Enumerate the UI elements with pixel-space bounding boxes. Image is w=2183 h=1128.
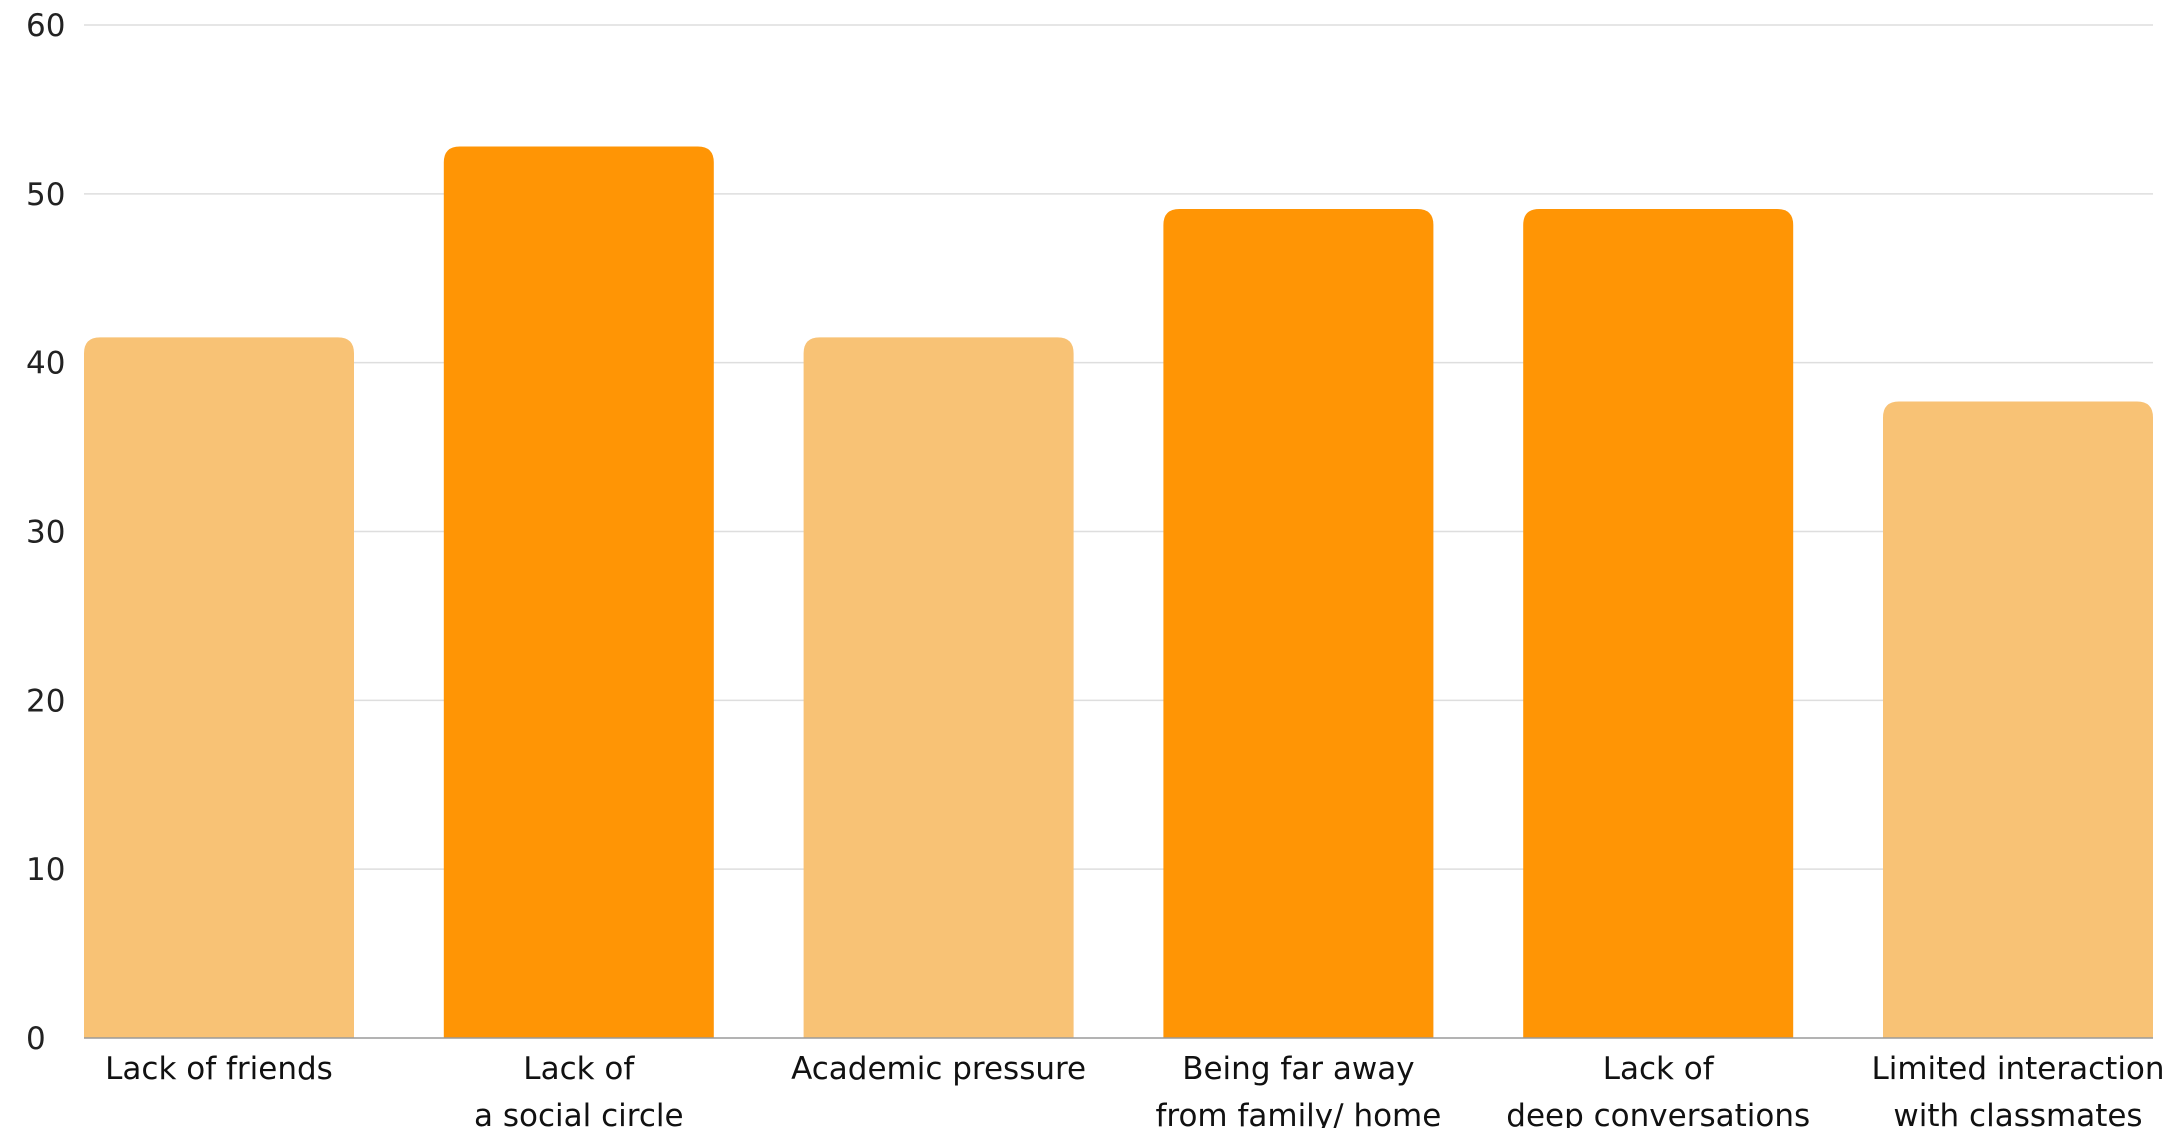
x-category-label: Being far away from family/ home <box>1155 1051 1441 1128</box>
y-tick-label: 30 <box>26 515 65 551</box>
x-category-label-line: with classmates <box>1893 1098 2142 1128</box>
x-category-label: Academic pressure <box>791 1051 1086 1087</box>
x-category-label: Lack of deep conversations <box>1506 1051 1810 1128</box>
x-category-label: Lack of a social circle <box>474 1051 684 1128</box>
bar-0 <box>84 337 354 1038</box>
x-category-label-line: Lack of <box>1603 1051 1715 1087</box>
x-axis-labels: Lack of friends Lack of a social circle Aca… <box>105 1051 2164 1128</box>
bar-2 <box>804 337 1074 1038</box>
y-tick-label: 40 <box>26 346 65 382</box>
y-tick-label: 10 <box>26 852 65 888</box>
y-tick-label: 50 <box>26 177 65 213</box>
bar-5 <box>1883 401 2153 1038</box>
x-category-label-line: Limited interaction <box>1871 1051 2164 1087</box>
bars <box>84 147 2153 1038</box>
bar-3 <box>1163 209 1433 1038</box>
x-category-label-line: deep conversations <box>1506 1098 1810 1128</box>
x-category-label-line: Academic pressure <box>791 1051 1086 1087</box>
y-tick-label: 60 <box>26 8 65 44</box>
x-category-label: Limited interaction with classmates <box>1871 1051 2164 1128</box>
bar-4 <box>1523 209 1793 1038</box>
y-tick-label: 0 <box>26 1021 46 1057</box>
bar-1 <box>444 147 714 1038</box>
x-category-label-line: from family/ home <box>1155 1098 1441 1128</box>
y-axis-ticks: 0 10 20 30 40 50 60 <box>26 8 65 1057</box>
x-category-label-line: Being far away <box>1182 1051 1414 1087</box>
gridlines <box>84 25 2153 869</box>
x-category-label-line: Lack of friends <box>105 1051 333 1087</box>
y-tick-label: 20 <box>26 683 65 719</box>
x-category-label-line: a social circle <box>474 1098 684 1128</box>
x-category-label-line: Lack of <box>523 1051 635 1087</box>
x-category-label: Lack of friends <box>105 1051 333 1087</box>
